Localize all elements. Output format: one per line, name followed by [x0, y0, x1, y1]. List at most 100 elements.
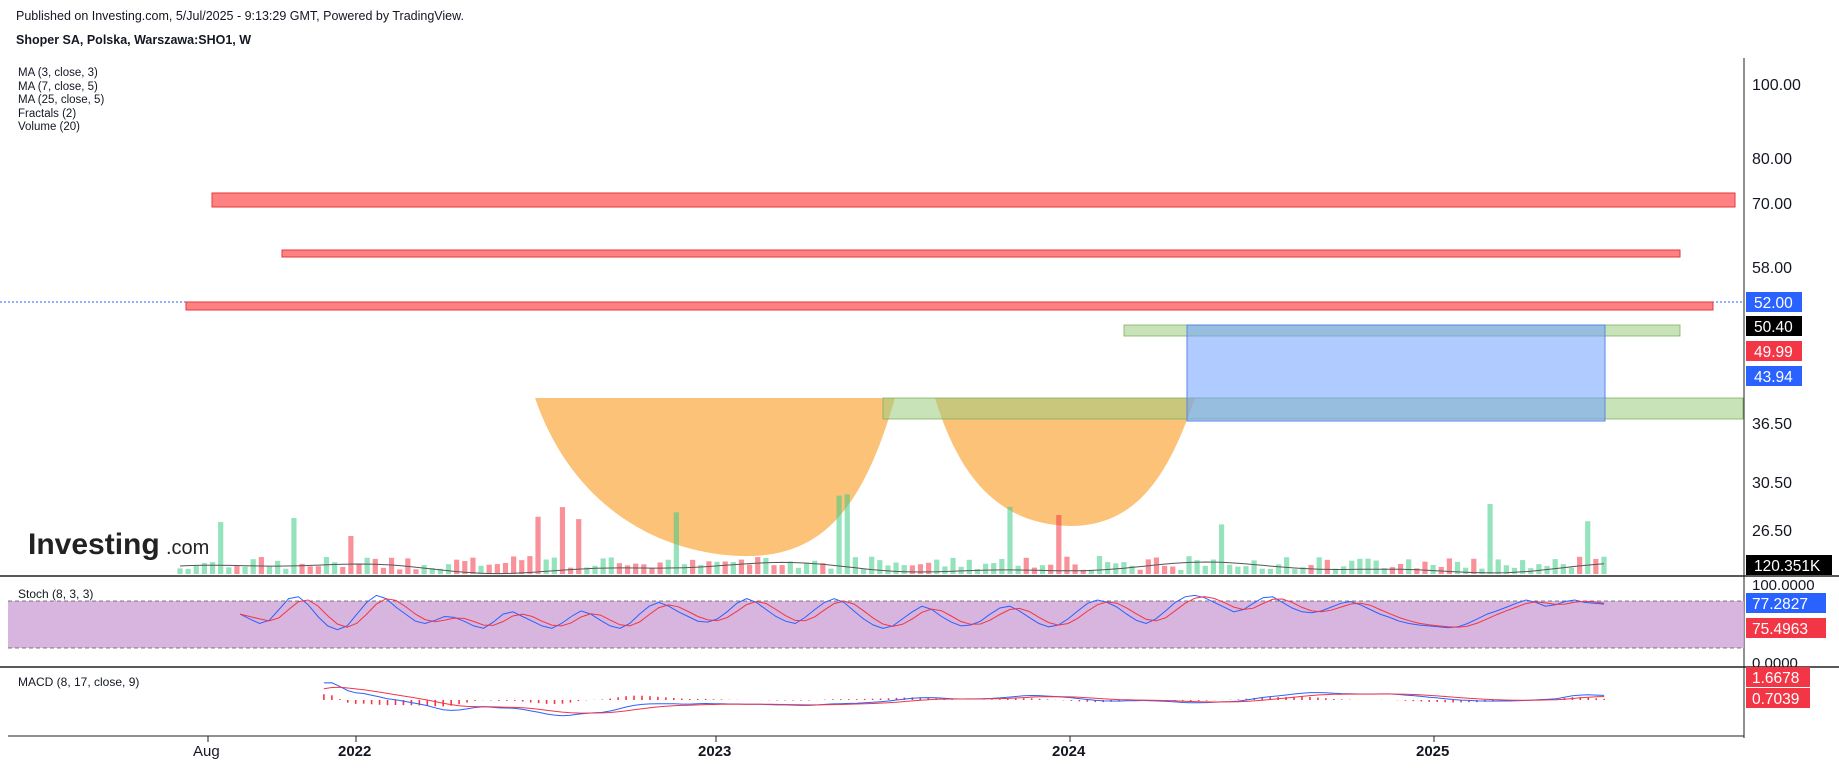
symbol-title: Shoper SA, Polska, Warszawa:SHO1, W: [16, 33, 252, 47]
volume-bar: [364, 557, 370, 574]
volume-bar: [372, 558, 378, 574]
cup-zone-left: [535, 398, 895, 557]
volume-bar: [1284, 557, 1290, 574]
volume-bar: [1105, 562, 1111, 574]
volume-bar: [250, 559, 256, 574]
volume-bar: [730, 562, 736, 574]
volume-bar: [755, 557, 761, 574]
volume-bar: [1332, 568, 1339, 574]
legend-item-volume[interactable]: Volume (20): [18, 121, 81, 133]
stoch-d-line: [239, 596, 1605, 628]
resistance-zone-top: [211, 192, 1736, 208]
volume-bar: [812, 560, 818, 574]
volume-bar: [1072, 564, 1078, 574]
volume-bar: [1308, 565, 1314, 574]
resistance-zone-middle: [281, 249, 1681, 258]
legend-item-fractals[interactable]: Fractals (2): [18, 107, 77, 120]
volume-bar: [1357, 558, 1363, 574]
price-label-ma-blue: 43.94: [1754, 369, 1793, 386]
volume-bar: [991, 563, 997, 574]
volume-bar: [649, 568, 655, 574]
volume-bar: [1446, 558, 1452, 574]
published-note: Published on Investing.com, 5/Jul/2025 -…: [16, 9, 464, 23]
volume-bar: [209, 562, 216, 574]
volume-bar: [1088, 569, 1094, 574]
volume-bar: [470, 557, 476, 574]
volume-bar: [421, 565, 427, 574]
volume-bar: [201, 563, 208, 574]
volume-bar: [600, 558, 606, 574]
volume-bar: [1349, 560, 1355, 574]
price-tick: 80.00: [1752, 151, 1792, 168]
volume-bar: [698, 565, 704, 574]
volume-bar: [1520, 560, 1526, 574]
volume-bar: [177, 568, 183, 574]
stoch-tick-100: 100.0000: [1752, 577, 1815, 594]
volume-bar: [1536, 564, 1542, 574]
stoch-d-label: 75.4963: [1752, 621, 1808, 638]
volume-bar: [315, 566, 321, 574]
time-label-2024: 2024: [1052, 743, 1086, 760]
volume-bar: [1552, 559, 1558, 574]
volume-bar: [901, 565, 907, 574]
volume-bar: [1161, 565, 1168, 574]
volume-bar: [1039, 565, 1046, 574]
volume-bar: [1365, 558, 1371, 574]
volume-bar: [966, 559, 972, 574]
legend-item-ma7[interactable]: MA (7, close, 5): [18, 80, 98, 93]
volume-bar: [1341, 566, 1347, 574]
volume-bar: [348, 535, 354, 574]
volume-bar: [397, 569, 403, 574]
volume-bar: [999, 558, 1005, 574]
volume-bar: [795, 567, 802, 574]
volume-bar: [1170, 566, 1176, 574]
volume-bar: [1243, 566, 1249, 574]
stoch-band: [8, 601, 1744, 648]
volume-bar: [1129, 565, 1135, 574]
macd-title[interactable]: MACD (8, 17, close, 9): [18, 675, 139, 689]
indicator-legend: MA (3, close, 3) MA (7, close, 5) MA (25…: [18, 67, 104, 135]
stoch-k-box: [1746, 593, 1826, 613]
price-tick: 30.50: [1752, 475, 1792, 492]
legend-item-ma25[interactable]: MA (25, close, 5): [18, 94, 105, 106]
volume-bar: [584, 567, 590, 574]
volume-bar: [1479, 568, 1485, 574]
volume-bar: [1463, 567, 1469, 574]
volume-bar: [519, 560, 525, 574]
legend-item-ma3[interactable]: MA (3, close, 3): [18, 67, 98, 79]
stoch-k-label: 77.2827: [1752, 596, 1808, 613]
volume-bar: [1292, 569, 1298, 574]
volume-label: 120.351K: [1754, 558, 1821, 575]
volume-bar: [323, 557, 330, 574]
stoch-title[interactable]: Stoch (8, 3, 3): [18, 587, 93, 601]
volume-bar: [462, 561, 468, 574]
volume-layer: [177, 494, 1607, 575]
volume-bar: [340, 566, 346, 574]
volume-bar: [1414, 568, 1420, 574]
time-label-2022: 2022: [338, 743, 371, 760]
volume-bar: [665, 559, 671, 574]
volume-bar: [673, 512, 679, 574]
volume-bar: [1023, 557, 1029, 574]
volume-bar: [1511, 567, 1518, 574]
volume-bar: [1137, 569, 1143, 574]
volume-bar: [974, 569, 981, 574]
signal-label: 0.7039: [1752, 691, 1799, 708]
price-tick: 100.00: [1752, 77, 1801, 94]
volume-bar: [1186, 556, 1192, 574]
volume-bar: [592, 565, 598, 574]
price-label-52: 52.00: [1754, 295, 1793, 312]
volume-bar: [1080, 569, 1086, 574]
volume-bar: [1585, 521, 1591, 574]
label-box-52: [1746, 292, 1802, 312]
volume-bar: [1487, 504, 1493, 574]
volume-bar: [1430, 565, 1436, 574]
volume-bar: [454, 559, 460, 574]
volume-bar: [852, 557, 858, 574]
volume-bar: [1300, 567, 1306, 574]
volume-bar: [437, 568, 443, 574]
volume-bar: [1153, 557, 1160, 574]
time-label-2023: 2023: [698, 743, 731, 760]
volume-bar: [1422, 561, 1428, 574]
